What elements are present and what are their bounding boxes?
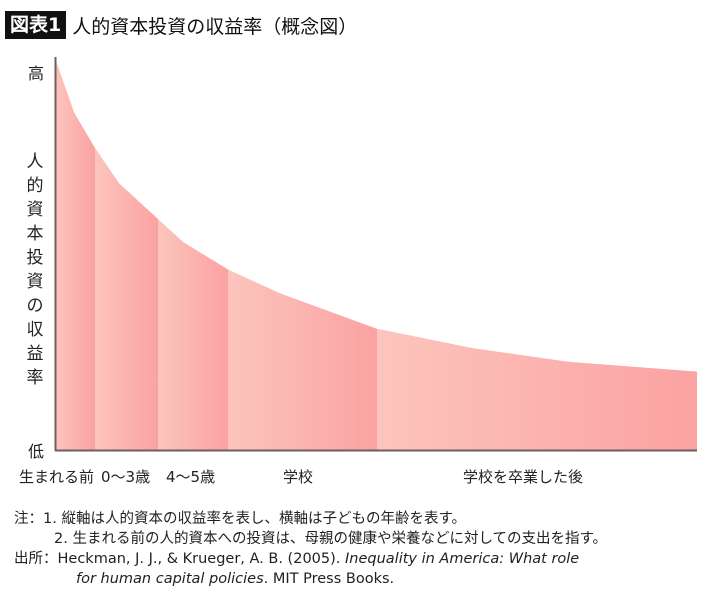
y-axis-title-char: 収	[26, 320, 44, 340]
y-axis-title: 人的資本投資の収益率	[24, 150, 46, 390]
source-citation: 出所：Heckman, J. J., & Krueger, A. B. (200…	[14, 549, 607, 569]
y-axis-low-label: 低	[28, 442, 45, 461]
chart-segment-0	[55, 58, 95, 450]
chart-segment-2	[158, 219, 228, 450]
x-tick-label: 学校を卒業した後	[463, 468, 584, 486]
y-axis-title-char: 的	[26, 176, 44, 196]
y-axis-title-char: 本	[26, 224, 44, 244]
chart-segment-1	[95, 147, 158, 450]
x-tick-label: 0〜3歳	[101, 468, 151, 486]
chart-segments	[55, 58, 697, 450]
y-axis-title-char: 資	[26, 200, 44, 220]
chart-segment-4	[377, 328, 697, 450]
y-axis-title-char: 資	[26, 272, 44, 292]
source-prefix: 出所：Heckman, J. J., & Krueger, A. B. (200…	[14, 551, 345, 567]
source-title-part2: for human capital policies	[76, 571, 264, 587]
y-axis-title-char: の	[26, 296, 44, 316]
y-axis-high-label: 高	[28, 64, 45, 83]
x-tick-label: 4〜5歳	[166, 468, 216, 486]
x-tick-label: 生まれる前	[19, 468, 95, 486]
x-tick-label: 学校	[283, 468, 314, 486]
source-title-part1: Inequality in America: What role	[345, 551, 580, 567]
chart-segment-3	[228, 269, 377, 450]
note-1: 注：1. 縦軸は人的資本の収益率を表し、横軸は子どもの年齢を表す。	[14, 511, 466, 527]
y-axis-title-char: 人	[26, 152, 44, 172]
y-axis-title-char: 益	[26, 344, 44, 364]
note-2: 2. 生まれる前の人的資本への投資は、母親の健康や栄養などに対しての支出を指す。	[54, 531, 608, 547]
figure-number-badge: 図表1	[5, 11, 67, 39]
y-axis-title-char: 投	[26, 248, 44, 268]
chart-title-bar: 図表1 人的資本投資の収益率（概念図）	[5, 11, 357, 39]
y-axis-title-char: 率	[26, 368, 44, 388]
chart-title: 人的資本投資の収益率（概念図）	[72, 15, 358, 38]
chart-notes: 注：1. 縦軸は人的資本の収益率を表し、横軸は子どもの年齢を表す。 2. 生まれ…	[14, 509, 607, 589]
source-suffix: . MIT Press Books.	[263, 571, 395, 587]
source-citation-cont: for human capital policies. MIT Press Bo…	[14, 569, 607, 589]
